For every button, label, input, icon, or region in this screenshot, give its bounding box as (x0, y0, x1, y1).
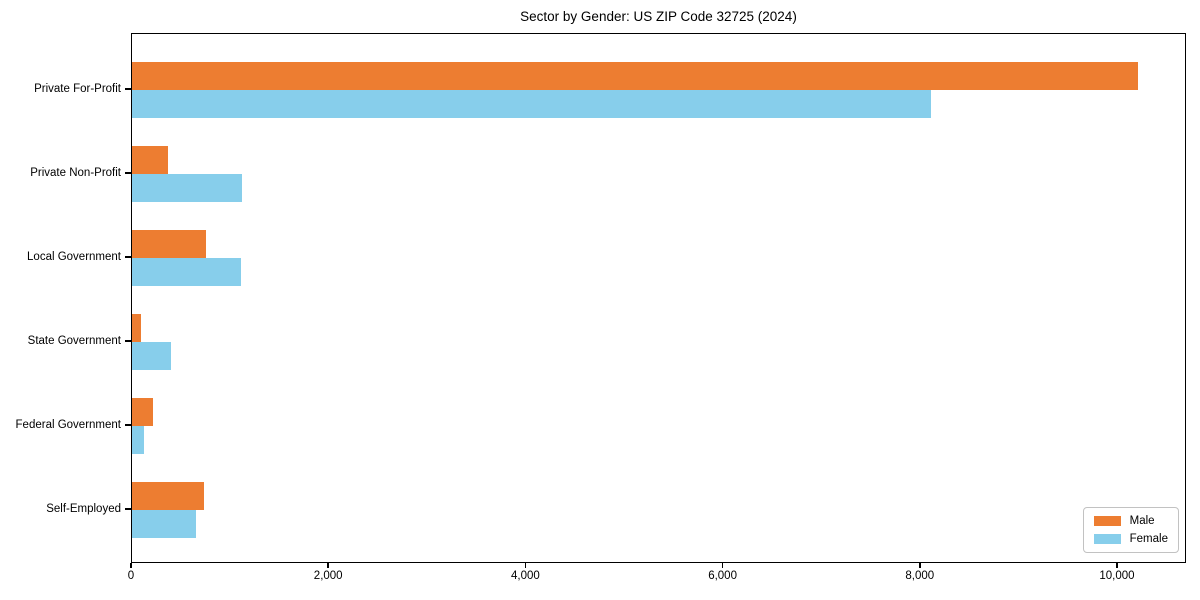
x-tick (721, 563, 724, 568)
bar-male (132, 314, 141, 342)
x-tick (919, 563, 921, 568)
y-tick-label: Federal Government (15, 419, 121, 431)
bar-male (132, 482, 204, 510)
x-tick-label: 6,000 (708, 570, 737, 582)
bar-male (132, 146, 168, 174)
y-tick-label: Private Non-Profit (30, 167, 121, 179)
plot-area: Male Female (131, 33, 1186, 563)
y-tick-label: Self-Employed (46, 503, 121, 515)
bar-female (132, 174, 242, 202)
x-tick (327, 563, 329, 568)
bar-male (132, 398, 153, 426)
x-tick (524, 563, 527, 568)
legend-label: Female (1129, 533, 1168, 545)
legend-swatch-female (1093, 534, 1121, 544)
chart-title: Sector by Gender: US ZIP Code 32725 (202… (520, 9, 797, 24)
x-tick (130, 563, 132, 568)
x-tick (1116, 563, 1118, 568)
y-tick (125, 424, 131, 426)
y-tick (125, 172, 131, 174)
y-tick-label: Local Government (27, 251, 121, 263)
legend: Male Female (1082, 507, 1179, 553)
y-tick (125, 508, 131, 510)
bar-female (132, 342, 171, 370)
x-tick-label: 8,000 (905, 570, 935, 582)
x-tick-label: 4,000 (511, 570, 540, 582)
bar-female (132, 258, 241, 286)
y-tick-label: State Government (27, 335, 121, 347)
bar-female (132, 426, 144, 454)
legend-item: Female (1093, 533, 1168, 545)
bar-male (132, 230, 206, 258)
bar-female (132, 90, 931, 118)
legend-label: Male (1129, 515, 1155, 527)
y-tick (125, 256, 131, 258)
bar-female (132, 510, 196, 538)
x-tick-label: 10,000 (1099, 570, 1135, 582)
legend-swatch-male (1093, 516, 1121, 526)
x-tick-label: 2,000 (313, 570, 343, 582)
y-tick (125, 340, 131, 342)
legend-item: Male (1093, 515, 1168, 527)
y-tick-label: Private For-Profit (34, 83, 121, 95)
bar-male (132, 62, 1138, 90)
y-tick (125, 88, 131, 90)
x-tick-label: 0 (127, 570, 135, 582)
